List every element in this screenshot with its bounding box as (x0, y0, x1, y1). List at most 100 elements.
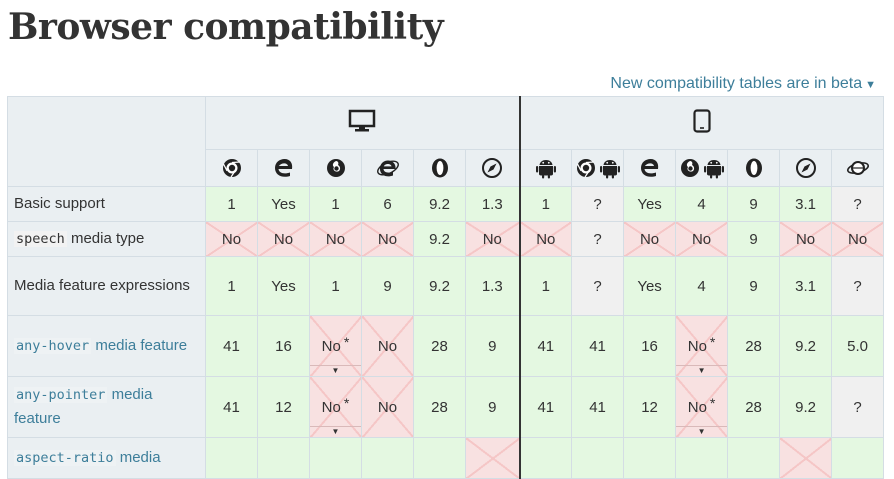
support-value: 3.1 (795, 195, 816, 213)
support-value: 9.2 (429, 195, 450, 213)
support-value: 5.0 (847, 337, 869, 355)
support-cell: 41 (205, 315, 258, 377)
support-cell (571, 437, 625, 479)
safari-ios-icon (795, 158, 816, 178)
support-cell: 9 (727, 221, 781, 257)
support-value: 1 (227, 277, 236, 295)
support-cell[interactable]: No * ▼ (675, 315, 729, 377)
support-cell: ? (831, 186, 885, 222)
support-cell: 1 (309, 256, 362, 316)
feature-link[interactable]: aspect-ratio media (14, 449, 161, 466)
support-value: No (325, 230, 346, 248)
feature-name[interactable]: aspect-ratio media (7, 437, 206, 479)
support-value: 9 (749, 277, 758, 295)
support-cell: No (257, 221, 310, 257)
feature-name: speech media type (7, 221, 206, 257)
support-cell: No (309, 221, 362, 257)
browser-header-edge (257, 149, 310, 187)
support-cell: Yes (257, 256, 310, 316)
edge-mobile-icon (640, 159, 658, 177)
support-value: Yes (637, 195, 662, 213)
support-cell (831, 437, 885, 479)
support-cell: Yes (623, 256, 677, 316)
support-value: 28 (431, 337, 448, 355)
support-value: No (482, 230, 502, 248)
support-value: No (691, 230, 712, 248)
support-cell: 12 (623, 376, 677, 438)
footnote-marker: * (343, 394, 350, 411)
support-cell: 9 (727, 186, 781, 222)
beta-tables-link[interactable]: New compatibility tables are in beta ▼ (610, 75, 876, 93)
support-cell: 9.2 (413, 256, 466, 316)
support-cell: No (464, 221, 521, 257)
support-cell: 9 (464, 315, 521, 377)
table-row: any-hover media feature 41 16 No * ▼ No 28 9 41 41… (7, 315, 885, 377)
support-cell[interactable]: No * ▼ (675, 376, 729, 438)
support-value: 9 (383, 277, 392, 295)
support-cell[interactable]: No * ▼ (309, 376, 362, 438)
support-value: 9 (488, 337, 497, 355)
support-cell: ? (831, 256, 885, 316)
support-value: ? (593, 230, 602, 248)
feature-code: any-pointer (14, 387, 108, 403)
support-value: 41 (537, 398, 555, 416)
support-value: 12 (641, 398, 658, 416)
support-cell: 28 (727, 376, 781, 438)
support-value: 41 (223, 337, 240, 355)
expand-notes-caret-icon[interactable]: ▼ (676, 426, 728, 437)
support-cell: 3.1 (779, 186, 833, 222)
feature-link[interactable]: any-pointer media feature (14, 386, 152, 427)
support-cell (779, 437, 833, 479)
support-cell: 9 (464, 376, 521, 438)
browser-header-samsung-internet (831, 149, 885, 187)
support-value: 9 (749, 195, 758, 213)
support-value: 9.2 (429, 277, 450, 295)
support-value: Yes (271, 195, 296, 213)
support-value: No (273, 230, 294, 248)
support-cell: 9.2 (779, 376, 833, 438)
support-value: 9.2 (795, 337, 816, 355)
support-cell (518, 437, 573, 479)
support-cell: 1.3 (464, 256, 521, 316)
browser-header-opera-android (727, 149, 781, 187)
support-cell: No (361, 315, 414, 377)
beta-link-label: New compatibility tables are in beta (610, 75, 863, 92)
support-value: ? (853, 398, 862, 416)
support-cell: No (361, 221, 414, 257)
browser-header-firefox (309, 149, 362, 187)
feature-text: Media feature expressions (14, 277, 190, 294)
support-cell: No (518, 221, 573, 257)
support-cell: 28 (413, 376, 466, 438)
feature-link[interactable]: any-hover media feature (14, 337, 187, 354)
support-value: 9 (488, 398, 497, 416)
support-cell: 9.2 (413, 221, 466, 257)
support-cell: 9 (727, 256, 781, 316)
internet-explorer-icon (376, 160, 399, 177)
expand-notes-caret-icon[interactable]: ▼ (310, 426, 361, 437)
support-value: 9.2 (429, 230, 450, 248)
support-value: 4 (697, 277, 706, 295)
support-cell: 1 (205, 256, 258, 316)
support-cell: No (623, 221, 677, 257)
expand-notes-caret-icon[interactable]: ▼ (310, 365, 361, 376)
support-cell: No (205, 221, 258, 257)
support-cell: 6 (361, 186, 414, 222)
support-cell: 41 (571, 376, 625, 438)
support-value: 41 (537, 337, 555, 355)
support-value: No (687, 337, 707, 355)
feature-code: aspect-ratio (14, 450, 116, 466)
support-value: ? (853, 277, 862, 295)
browser-header-safari-ios (779, 149, 833, 187)
support-cell[interactable]: No * ▼ (309, 315, 362, 377)
support-cell: 1.3 (464, 186, 521, 222)
support-cell: ? (571, 221, 625, 257)
feature-name[interactable]: any-pointer media feature (7, 376, 206, 438)
support-cell (361, 437, 414, 479)
feature-name[interactable]: any-hover media feature (7, 315, 206, 377)
support-value: 9.2 (795, 398, 816, 416)
support-value: 28 (745, 398, 762, 416)
support-cell: 3.1 (779, 256, 833, 316)
browser-header-firefox-android (675, 149, 729, 187)
support-value: 6 (383, 195, 392, 213)
expand-notes-caret-icon[interactable]: ▼ (676, 365, 728, 376)
